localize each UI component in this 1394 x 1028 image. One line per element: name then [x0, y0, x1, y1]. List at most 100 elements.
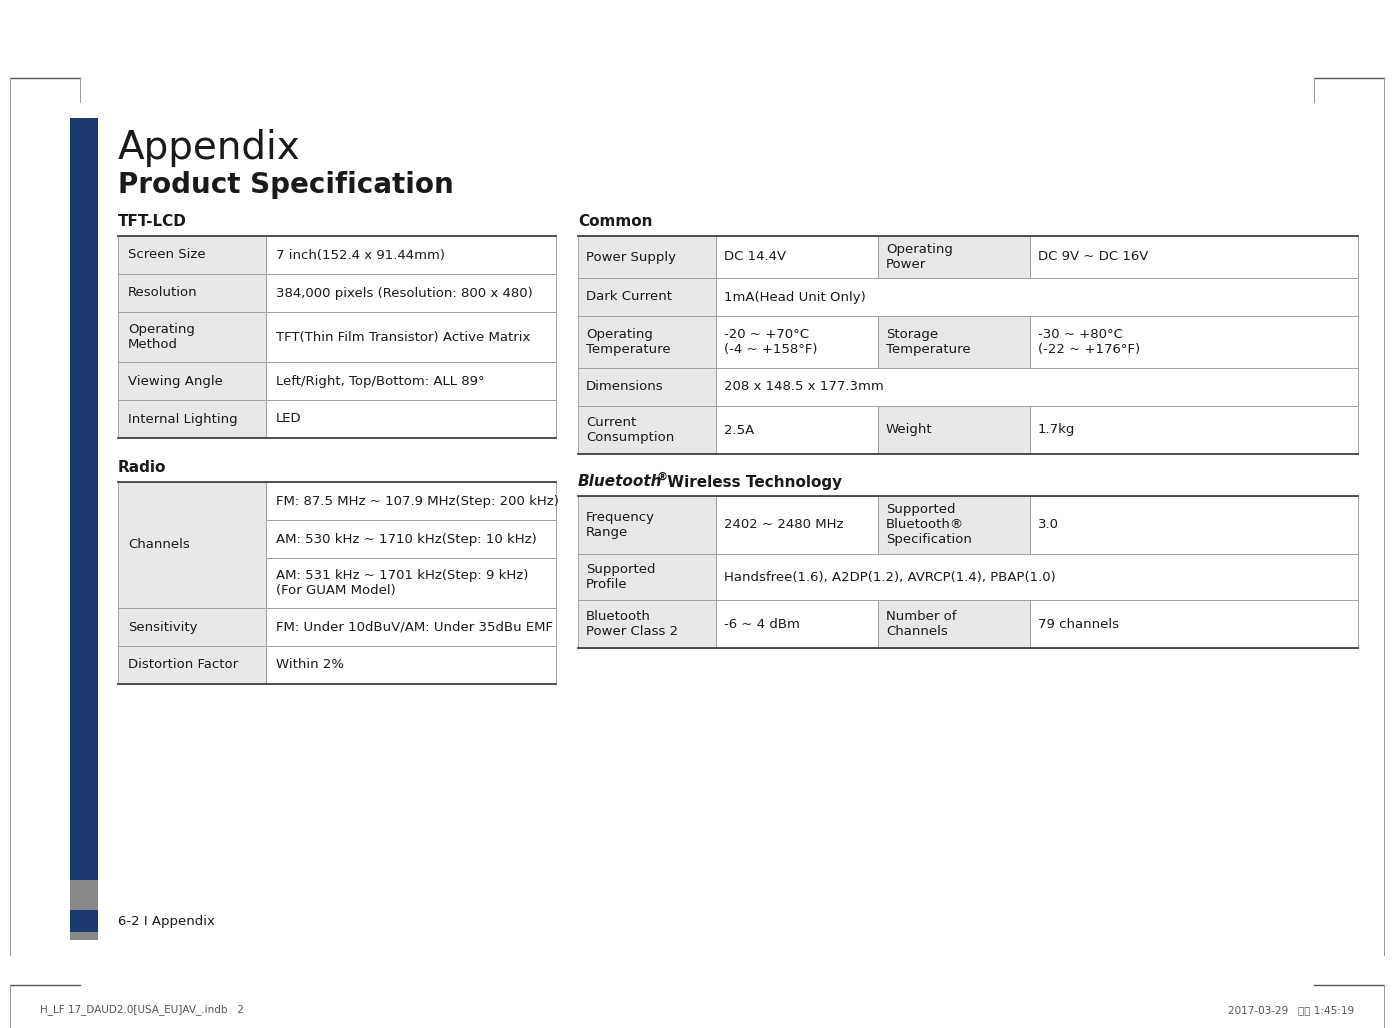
- Bar: [579, 600, 717, 648]
- Bar: [579, 554, 717, 600]
- Bar: [266, 400, 556, 438]
- Text: Appendix: Appendix: [118, 128, 301, 167]
- Text: DC 14.4V: DC 14.4V: [723, 251, 786, 263]
- Bar: [579, 278, 717, 316]
- Text: Left/Right, Top/Bottom: ALL 89°: Left/Right, Top/Bottom: ALL 89°: [276, 374, 485, 388]
- Text: Screen Size: Screen Size: [128, 249, 206, 261]
- Text: 384,000 pixels (Resolution: 800 x 480): 384,000 pixels (Resolution: 800 x 480): [276, 287, 533, 299]
- Text: Operating
Power: Operating Power: [887, 243, 953, 271]
- Text: Viewing Angle: Viewing Angle: [128, 374, 223, 388]
- Text: Channels: Channels: [128, 539, 190, 551]
- Text: Number of
Channels: Number of Channels: [887, 610, 956, 638]
- Bar: [118, 313, 266, 362]
- Bar: [266, 362, 556, 400]
- Text: 208 x 148.5 x 177.3mm: 208 x 148.5 x 177.3mm: [723, 380, 884, 394]
- Bar: [266, 558, 556, 608]
- Text: Frequency
Range: Frequency Range: [585, 511, 655, 539]
- Bar: [118, 236, 266, 274]
- Bar: [266, 236, 556, 274]
- Bar: [266, 313, 556, 362]
- Text: Operating
Temperature: Operating Temperature: [585, 328, 671, 356]
- Text: AM: 531 kHz ~ 1701 kHz(Step: 9 kHz)
(For GUAM Model): AM: 531 kHz ~ 1701 kHz(Step: 9 kHz) (For…: [276, 570, 528, 597]
- Text: Operating
Method: Operating Method: [128, 323, 195, 351]
- Text: FM: 87.5 MHz ~ 107.9 MHz(Step: 200 kHz): FM: 87.5 MHz ~ 107.9 MHz(Step: 200 kHz): [276, 494, 559, 508]
- Text: Bluetooth
Power Class 2: Bluetooth Power Class 2: [585, 610, 677, 638]
- Text: 1mA(Head Unit Only): 1mA(Head Unit Only): [723, 291, 866, 303]
- Bar: [1030, 495, 1358, 554]
- Text: AM: 530 kHz ~ 1710 kHz(Step: 10 kHz): AM: 530 kHz ~ 1710 kHz(Step: 10 kHz): [276, 533, 537, 546]
- Text: H_LF 17_DAUD2.0[USA_EU]AV_.indb   2: H_LF 17_DAUD2.0[USA_EU]AV_.indb 2: [40, 1004, 244, 1016]
- Text: LED: LED: [276, 412, 301, 426]
- Bar: [878, 316, 1030, 368]
- Text: 1.7kg: 1.7kg: [1039, 424, 1075, 437]
- Bar: [118, 646, 266, 684]
- Bar: [717, 406, 878, 454]
- Bar: [70, 910, 98, 932]
- Text: 7 inch(152.4 x 91.44mm): 7 inch(152.4 x 91.44mm): [276, 249, 445, 261]
- Bar: [266, 608, 556, 646]
- Bar: [878, 406, 1030, 454]
- Bar: [579, 236, 717, 278]
- Bar: [118, 482, 266, 608]
- Bar: [717, 495, 878, 554]
- Bar: [266, 274, 556, 313]
- Text: 2402 ~ 2480 MHz: 2402 ~ 2480 MHz: [723, 518, 843, 531]
- Text: FM: Under 10dBuV/AM: Under 35dBu EMF: FM: Under 10dBuV/AM: Under 35dBu EMF: [276, 621, 553, 633]
- Bar: [579, 495, 717, 554]
- Text: Bluetooth: Bluetooth: [579, 475, 662, 489]
- Text: DC 9V ~ DC 16V: DC 9V ~ DC 16V: [1039, 251, 1149, 263]
- Text: Distortion Factor: Distortion Factor: [128, 659, 238, 671]
- Text: Dimensions: Dimensions: [585, 380, 664, 394]
- Text: 2.5A: 2.5A: [723, 424, 754, 437]
- Text: TFT(Thin Film Transistor) Active Matrix: TFT(Thin Film Transistor) Active Matrix: [276, 330, 530, 343]
- Bar: [118, 400, 266, 438]
- Text: Common: Common: [579, 215, 652, 229]
- Bar: [579, 406, 717, 454]
- Text: -6 ~ 4 dBm: -6 ~ 4 dBm: [723, 618, 800, 630]
- Bar: [717, 316, 878, 368]
- Bar: [70, 118, 98, 880]
- Text: Sensitivity: Sensitivity: [128, 621, 198, 633]
- Text: Supported
Profile: Supported Profile: [585, 563, 655, 591]
- Bar: [878, 600, 1030, 648]
- Text: 79 channels: 79 channels: [1039, 618, 1119, 630]
- Bar: [266, 520, 556, 558]
- Text: Internal Lighting: Internal Lighting: [128, 412, 237, 426]
- Bar: [579, 368, 717, 406]
- Text: Weight: Weight: [887, 424, 933, 437]
- Bar: [118, 274, 266, 313]
- Bar: [717, 278, 1358, 316]
- Text: Resolution: Resolution: [128, 287, 198, 299]
- Bar: [878, 495, 1030, 554]
- Bar: [579, 316, 717, 368]
- Bar: [717, 600, 878, 648]
- Text: -30 ~ +80°C
(-22 ~ +176°F): -30 ~ +80°C (-22 ~ +176°F): [1039, 328, 1140, 356]
- Text: Handsfree(1.6), A2DP(1.2), AVRCP(1.4), PBAP(1.0): Handsfree(1.6), A2DP(1.2), AVRCP(1.4), P…: [723, 571, 1055, 584]
- Bar: [1030, 316, 1358, 368]
- Text: Supported
Bluetooth®
Specification: Supported Bluetooth® Specification: [887, 504, 972, 547]
- Text: Storage
Temperature: Storage Temperature: [887, 328, 970, 356]
- Bar: [878, 236, 1030, 278]
- Text: Dark Current: Dark Current: [585, 291, 672, 303]
- Bar: [717, 368, 1358, 406]
- Text: Power Supply: Power Supply: [585, 251, 676, 263]
- Bar: [1030, 406, 1358, 454]
- Text: 3.0: 3.0: [1039, 518, 1059, 531]
- Bar: [118, 608, 266, 646]
- Text: ®: ®: [657, 472, 668, 482]
- Bar: [1030, 236, 1358, 278]
- Bar: [717, 236, 878, 278]
- Text: Radio: Radio: [118, 461, 166, 476]
- Bar: [70, 880, 98, 940]
- Text: 2017-03-29   오후 1:45:19: 2017-03-29 오후 1:45:19: [1228, 1005, 1354, 1015]
- Bar: [1030, 600, 1358, 648]
- Text: Product Specification: Product Specification: [118, 171, 454, 199]
- Text: TFT-LCD: TFT-LCD: [118, 215, 187, 229]
- Text: 6-2 I Appendix: 6-2 I Appendix: [118, 915, 215, 927]
- Bar: [118, 362, 266, 400]
- Text: Wireless Technology: Wireless Technology: [662, 475, 842, 489]
- Bar: [717, 554, 1358, 600]
- Text: Within 2%: Within 2%: [276, 659, 344, 671]
- Bar: [266, 646, 556, 684]
- Text: Current
Consumption: Current Consumption: [585, 416, 675, 444]
